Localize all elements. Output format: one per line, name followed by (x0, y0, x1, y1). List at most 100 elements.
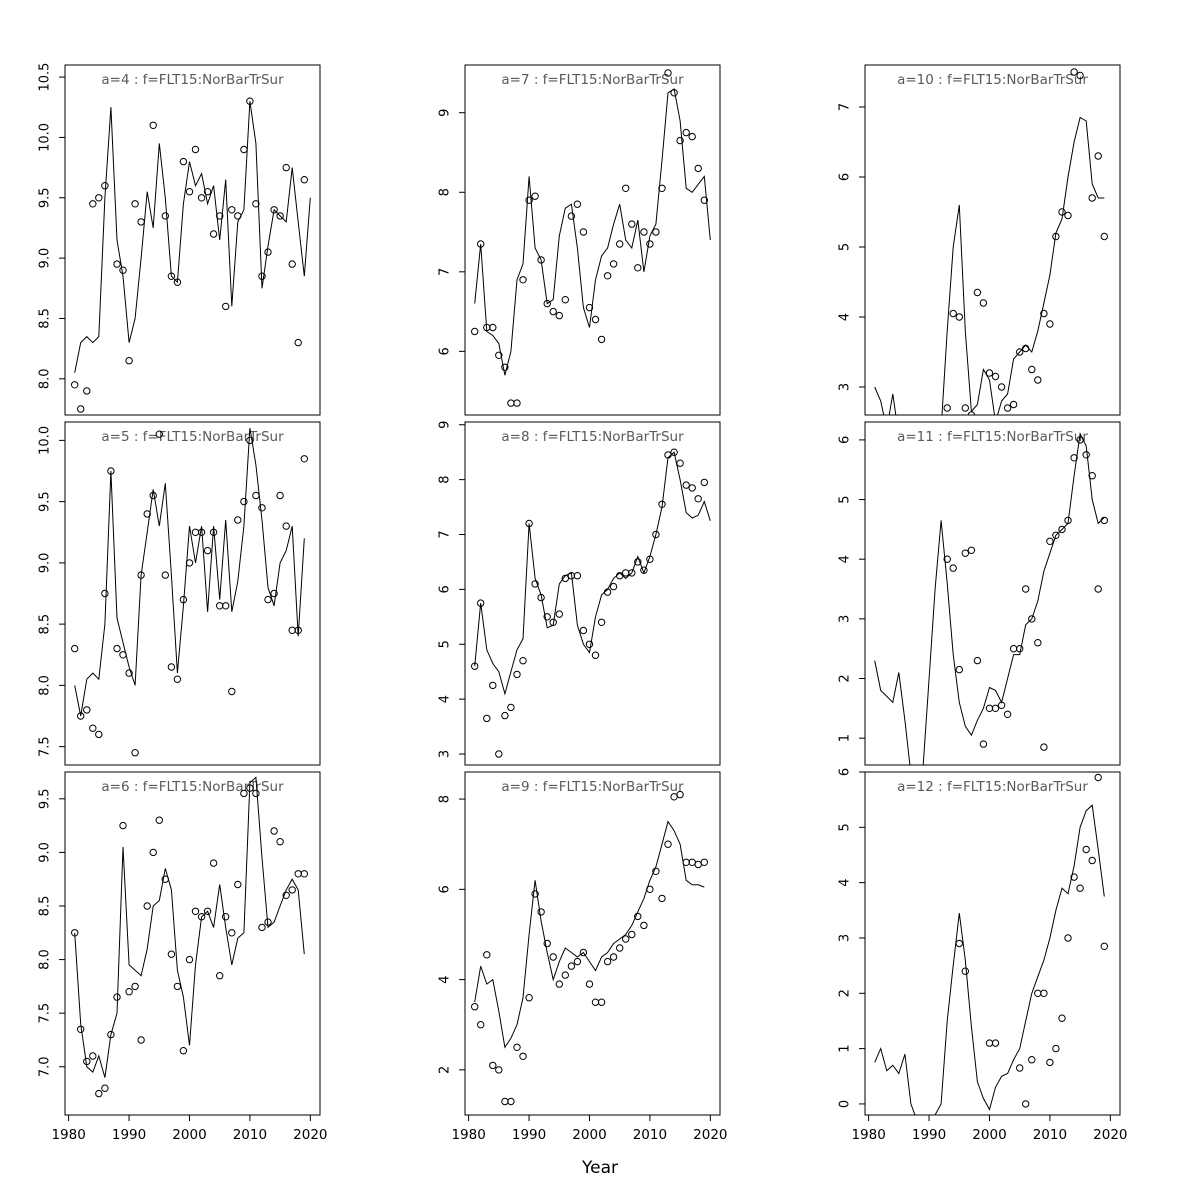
data-point (489, 681, 497, 690)
data-point (264, 595, 272, 604)
data-point (173, 982, 182, 991)
y-tick-label: 7.0 (38, 1056, 53, 1077)
data-point (1076, 884, 1084, 892)
data-point (155, 816, 164, 824)
fit-line (874, 804, 1105, 1115)
data-point (609, 953, 618, 961)
data-point (1034, 639, 1042, 647)
y-tick-label: 8.5 (38, 896, 53, 917)
y-tick-label: 8 (438, 795, 453, 803)
data-point (1088, 194, 1096, 202)
data-point (288, 886, 296, 894)
data-point (125, 357, 133, 365)
y-tick-label: 4 (838, 879, 853, 887)
data-point (979, 299, 988, 307)
data-point (525, 994, 533, 1002)
data-point (252, 789, 260, 798)
data-point (1046, 537, 1054, 545)
data-point (700, 196, 708, 204)
data-point (961, 404, 969, 412)
panel-box (864, 421, 1121, 766)
data-point (676, 790, 684, 799)
data-point (1058, 208, 1066, 216)
y-tick-label: 3 (838, 383, 853, 391)
data-point (519, 657, 527, 665)
data-point (1016, 348, 1024, 356)
y-tick-label: 3 (838, 615, 853, 623)
data-point (664, 840, 672, 848)
data-point (113, 644, 121, 653)
data-point (652, 228, 660, 236)
fit-line (74, 101, 311, 373)
data-point (531, 890, 539, 898)
data-point (71, 644, 79, 653)
data-point (89, 1052, 97, 1060)
data-point (1100, 942, 1109, 950)
data-point (1094, 152, 1102, 160)
data-point (991, 372, 1000, 381)
data-point (688, 858, 696, 866)
data-point (471, 327, 479, 336)
y-tick-label: 4 (438, 975, 453, 983)
data-point (519, 276, 527, 284)
data-point (616, 240, 624, 248)
data-point (1058, 525, 1066, 534)
data-point (125, 988, 133, 996)
data-point (209, 230, 218, 238)
data-point (1070, 873, 1078, 881)
data-point (579, 626, 588, 635)
data-point (228, 206, 236, 214)
data-point (191, 145, 200, 154)
data-point (191, 528, 200, 536)
x-axis-label: Year (582, 1158, 618, 1178)
data-point (276, 212, 284, 220)
data-point (489, 323, 497, 332)
y-tick-label: 1 (838, 734, 853, 742)
x-tick-label: 1990 (912, 1127, 946, 1143)
y-tick-label: 6 (438, 585, 453, 593)
y-tick-label: 2 (838, 989, 853, 997)
y-tick-label: 7.5 (38, 1003, 53, 1024)
x-tick-label: 1990 (112, 1127, 146, 1143)
data-point (664, 69, 672, 77)
data-point (252, 200, 260, 208)
data-point (501, 363, 509, 371)
data-point (95, 1089, 103, 1098)
y-tick-label: 9.5 (38, 491, 53, 512)
data-point (658, 184, 666, 193)
data-point (240, 145, 248, 154)
panel-box (464, 64, 721, 416)
panel: a=5 : f=FLT15:NorBarTrSur 7.5 8.0 8.5 9.0 9.5… (38, 421, 321, 766)
data-point (591, 998, 600, 1006)
y-tick-label: 4 (838, 555, 853, 563)
data-point (131, 982, 139, 991)
data-point (525, 196, 533, 204)
y-tick-label: 4 (838, 313, 853, 321)
data-point (567, 962, 576, 970)
data-point (579, 228, 588, 236)
data-point (622, 569, 630, 577)
fit-line (474, 88, 711, 376)
data-point (507, 1097, 515, 1106)
data-point (609, 260, 618, 268)
data-point (240, 497, 248, 506)
data-point (234, 516, 242, 524)
data-point (216, 972, 224, 980)
data-point (489, 1061, 497, 1070)
data-point (101, 182, 109, 190)
data-point (579, 948, 588, 957)
x-tick-label: 2000 (572, 1127, 606, 1143)
data-point (634, 264, 642, 272)
data-point (501, 1097, 509, 1106)
data-point (1064, 934, 1072, 942)
data-point (222, 602, 230, 610)
panel-box (64, 771, 321, 1116)
y-tick-label: 2 (438, 1066, 453, 1074)
data-point (101, 589, 109, 598)
data-point (179, 157, 188, 166)
data-point (222, 302, 230, 311)
data-point (216, 602, 224, 610)
y-tick-label: 9.5 (38, 788, 53, 809)
panel-title: a=10 : f=FLT15:NorBarTrSur (897, 72, 1088, 88)
data-point (501, 711, 509, 720)
